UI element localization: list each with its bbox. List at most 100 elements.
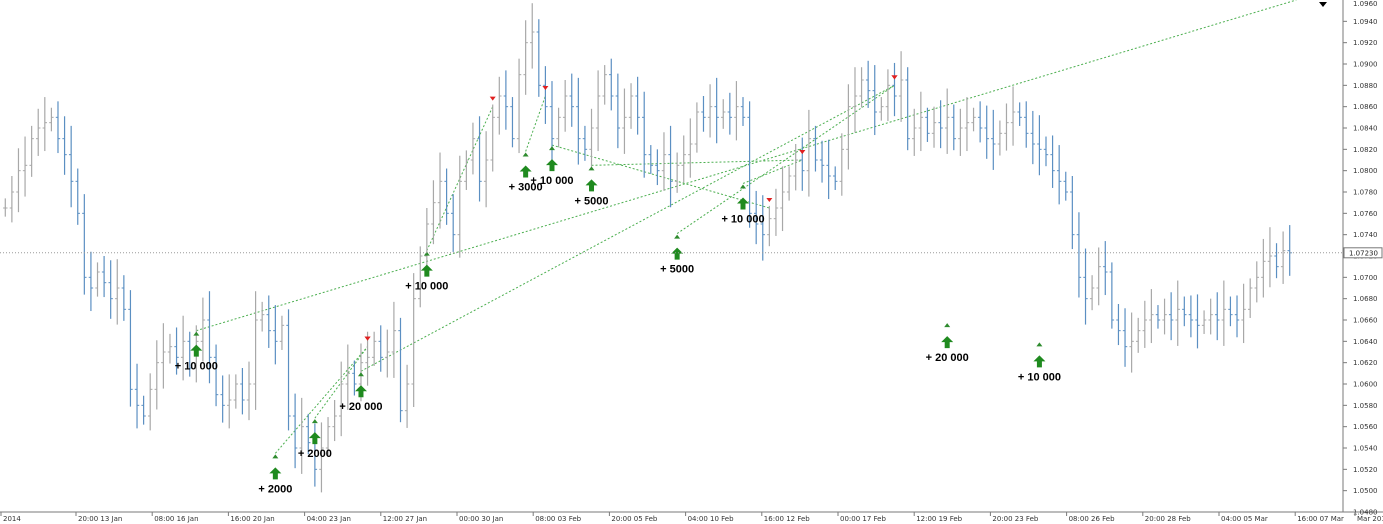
ohlc-bar xyxy=(391,301,397,378)
ohlc-bar xyxy=(200,297,206,362)
ohlc-bar xyxy=(292,393,298,469)
ohlc-bar xyxy=(688,118,693,178)
ohlc-bar xyxy=(497,76,502,135)
ohlc-bar xyxy=(661,132,667,191)
ohlc-bar xyxy=(516,58,522,154)
ohlc-bar xyxy=(609,58,614,111)
ohlc-bar xyxy=(503,70,509,130)
price-tick-label: 1.0920 xyxy=(1353,39,1378,47)
ohlc-bar xyxy=(1201,310,1207,334)
ohlc-bar xyxy=(220,375,225,423)
ohlc-bar xyxy=(345,344,351,410)
ohlc-bar xyxy=(128,290,133,407)
ohlc-bars xyxy=(3,3,1292,493)
price-tick-label: 1.0700 xyxy=(1353,274,1378,282)
time-tick-label: 08:00 16 Jan xyxy=(154,515,198,523)
price-tick-label: 1.0640 xyxy=(1353,338,1378,346)
ohlc-bar xyxy=(418,246,423,308)
ohlc-bar xyxy=(240,368,245,415)
sell-marker-icon xyxy=(766,198,773,202)
ohlc-bar xyxy=(1056,145,1062,205)
ohlc-bar xyxy=(187,331,192,377)
sell-marker-icon xyxy=(489,96,496,101)
trade-link-line xyxy=(551,144,770,209)
ohlc-bar xyxy=(747,101,752,228)
ohlc-bar xyxy=(701,96,706,132)
ohlc-bar xyxy=(852,67,858,133)
ohlc-bar xyxy=(938,100,943,149)
ohlc-bar xyxy=(1037,115,1042,176)
ohlc-bar xyxy=(450,194,456,252)
price-tick-label: 1.0960 xyxy=(1353,0,1378,8)
buy-arrow-icon xyxy=(1033,355,1046,368)
sell-marker-icon xyxy=(364,336,371,341)
ohlc-bar xyxy=(846,84,851,170)
ohlc-bar xyxy=(912,108,917,156)
ohlc-bar xyxy=(371,331,377,366)
sell-marker-icon xyxy=(542,86,549,90)
ohlc-bar xyxy=(1109,262,1115,329)
trade-profit-label: + 2000 xyxy=(258,483,292,495)
ohlc-bar xyxy=(1287,225,1292,276)
time-tick-label: 20:00 13 Jan xyxy=(78,515,122,523)
buy-arrow-icon xyxy=(308,432,321,445)
ohlc-bar xyxy=(134,363,140,429)
buy-arrow-icon xyxy=(941,336,954,349)
trade-profit-label: + 2000 xyxy=(298,448,332,460)
buy-arrow-icon xyxy=(420,264,433,277)
ohlc-bar xyxy=(246,361,252,421)
time-tick-label: 04:00 23 Jan xyxy=(307,515,351,523)
ohlc-bar xyxy=(424,208,430,271)
ohlc-bar xyxy=(786,166,792,201)
ohlc-bar xyxy=(431,180,436,245)
ohlc-bar xyxy=(727,92,733,135)
ohlc-bar xyxy=(615,73,621,149)
ohlc-bar xyxy=(339,361,344,437)
ohlc-bar xyxy=(833,166,838,190)
ohlc-bar xyxy=(68,125,74,208)
ohlc-bar xyxy=(490,104,495,172)
ohlc-bar xyxy=(306,413,311,455)
price-tick-label: 1.0520 xyxy=(1353,466,1378,474)
ohlc-bar xyxy=(1024,101,1029,148)
ohlc-bar xyxy=(951,104,956,151)
buy-arrow-icon xyxy=(354,385,367,398)
ohlc-bar xyxy=(898,51,904,122)
ohlc-bar xyxy=(332,400,337,442)
entry-marker-icon xyxy=(272,454,279,459)
buy-arrow-icon xyxy=(737,197,750,210)
ohlc-bar xyxy=(1208,298,1213,335)
time-tick-label: 08:00 03 Feb xyxy=(535,515,581,523)
ohlc-bar xyxy=(22,136,28,197)
trade-profit-label: + 10 000 xyxy=(530,175,573,187)
ohlc-bar xyxy=(470,122,476,175)
trade-profit-label: + 10 000 xyxy=(175,361,218,373)
ohlc-bar xyxy=(9,176,15,223)
ohlc-bar xyxy=(589,108,594,167)
trade-profit-label: + 10 000 xyxy=(721,213,764,225)
trade-link-line xyxy=(591,159,803,166)
ohlc-bar xyxy=(734,81,739,141)
price-tick-label: 1.0560 xyxy=(1353,423,1378,431)
trade-profit-label: + 20 000 xyxy=(926,352,969,364)
ohlc-bar xyxy=(681,135,686,183)
ohlc-bar xyxy=(1182,296,1187,327)
buy-arrow-icon xyxy=(585,179,598,192)
ohlc-bar xyxy=(1228,296,1233,327)
trade-profit-label: + 10 000 xyxy=(1018,371,1061,383)
scroll-down-icon[interactable] xyxy=(1319,2,1327,7)
price-tick-label: 1.0480 xyxy=(1353,509,1378,517)
ohlc-bar xyxy=(253,291,258,410)
ohlc-bar xyxy=(628,83,634,129)
ohlc-bar xyxy=(174,327,179,375)
trade-link-line xyxy=(274,346,368,454)
ohlc-bar xyxy=(668,125,673,208)
ohlc-bar xyxy=(227,374,232,429)
ohlc-bar xyxy=(352,360,357,396)
current-price-box xyxy=(1343,247,1383,259)
ohlc-bar xyxy=(1063,171,1068,201)
ohlc-bar xyxy=(964,97,970,152)
ohlc-bar xyxy=(865,60,871,108)
